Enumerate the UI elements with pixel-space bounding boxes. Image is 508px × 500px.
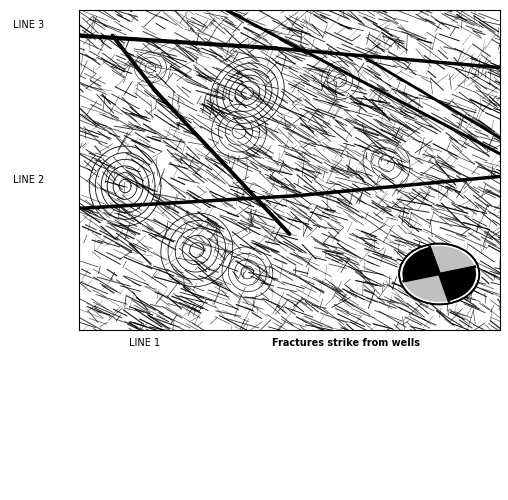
Text: Fractures strike from wells: Fractures strike from wells: [272, 338, 420, 347]
Text: LINE 2: LINE 2: [13, 174, 44, 184]
Wedge shape: [404, 274, 449, 302]
Wedge shape: [430, 246, 475, 274]
Text: LINE 3: LINE 3: [13, 20, 44, 30]
Text: LINE 1: LINE 1: [129, 338, 161, 347]
Wedge shape: [402, 247, 439, 281]
Circle shape: [399, 244, 480, 304]
Wedge shape: [439, 267, 476, 301]
